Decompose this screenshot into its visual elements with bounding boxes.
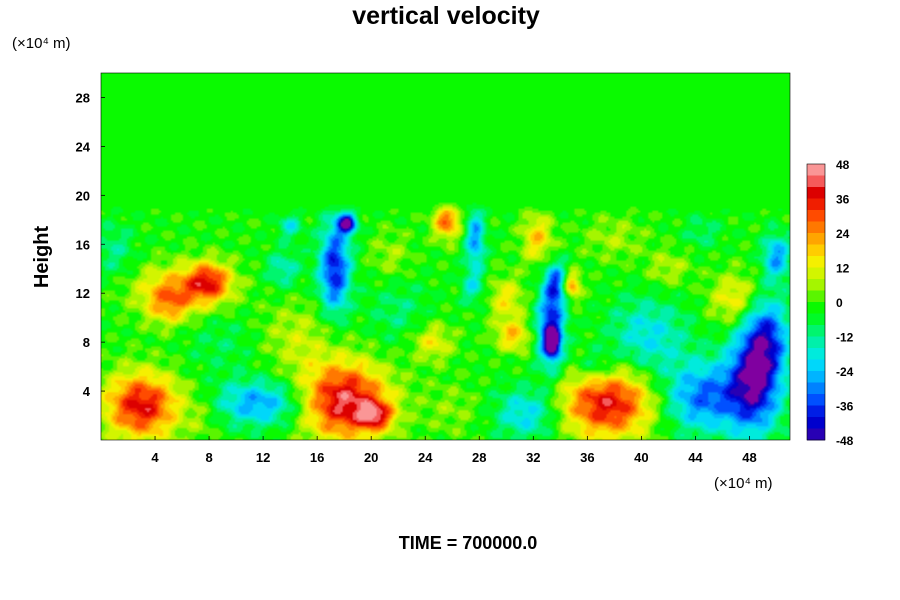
colorbar-segment [807, 244, 825, 257]
colorbar-tick-label: -24 [836, 365, 854, 379]
colorbar-segment [807, 382, 825, 395]
plot-border [100, 72, 791, 441]
y-axis-label: Height [31, 226, 53, 289]
velocity-field [101, 73, 790, 440]
x-tick-label: 4 [151, 450, 159, 465]
colorbar-segment [807, 279, 825, 291]
colorbar-segment [807, 371, 825, 383]
colorbar-segment [807, 313, 825, 326]
colorbar-segment [807, 256, 825, 268]
colorbar-segment [807, 233, 825, 245]
y-tick-label: 16 [76, 237, 90, 252]
x-tick-label: 32 [526, 450, 540, 465]
colorbar-segment [807, 405, 825, 418]
x-tick-label: 16 [310, 450, 324, 465]
y-tick-label: 20 [76, 188, 90, 203]
x-axis-unit: (×10⁴ m) [714, 475, 773, 492]
colorbar-segment [807, 187, 825, 199]
colorbar-segment [807, 336, 825, 349]
colorbar-segment [807, 267, 825, 280]
colorbar-segment [807, 198, 825, 211]
x-tick-label: 24 [418, 450, 433, 465]
colorbar-segment [807, 175, 825, 188]
colorbar-segment [807, 394, 825, 406]
colorbar-tick-label: -36 [836, 400, 854, 414]
y-tick-label: 28 [76, 90, 90, 105]
colorbar-segment [807, 428, 825, 441]
colorbar [806, 163, 826, 441]
colorbar-segment [807, 302, 825, 314]
colorbar-tick-label: -48 [836, 434, 854, 448]
colorbar-tick-label: 48 [836, 158, 850, 172]
y-tick-label: 8 [83, 335, 90, 350]
colorbar-tick-label: -12 [836, 331, 854, 345]
x-tick-label: 36 [580, 450, 594, 465]
colorbar-segment [807, 210, 825, 222]
x-tick-label: 48 [742, 450, 756, 465]
y-axis-ticks: 4 8 12 16 20 24 28 [76, 90, 105, 399]
colorbar-segment [807, 325, 825, 337]
colorbar-tick-label: 0 [836, 296, 843, 310]
colorbar-border [806, 163, 826, 441]
time-label: TIME = 700000.0 [399, 533, 538, 553]
x-axis-ticks: 4 8 12 16 20 24 28 32 36 40 44 48 [151, 436, 757, 465]
colorbar-tick-label: 36 [836, 193, 850, 207]
colorbar-segment [807, 290, 825, 303]
colorbar-segment [807, 417, 825, 429]
y-axis-unit: (×10⁴ m) [12, 35, 71, 52]
x-tick-label: 44 [688, 450, 703, 465]
y-tick-label: 24 [76, 139, 91, 154]
colorbar-tick-label: 24 [836, 227, 850, 241]
y-tick-label: 12 [76, 286, 90, 301]
x-tick-label: 8 [205, 450, 212, 465]
x-tick-label: 40 [634, 450, 648, 465]
x-tick-label: 20 [364, 450, 378, 465]
plot-area [100, 72, 791, 441]
colorbar-segment [807, 221, 825, 234]
colorbar-segment [807, 348, 825, 360]
chart-title: vertical velocity [352, 2, 540, 30]
colorbar-segment [807, 359, 825, 372]
colorbar-tick-label: 12 [836, 262, 850, 276]
colorbar-segment [807, 164, 825, 176]
x-tick-label: 12 [256, 450, 270, 465]
colorbar-ticks: 48 36 24 12 0 -12 -24 -36 -48 [836, 158, 854, 448]
y-tick-label: 4 [83, 384, 91, 399]
x-tick-label: 28 [472, 450, 486, 465]
